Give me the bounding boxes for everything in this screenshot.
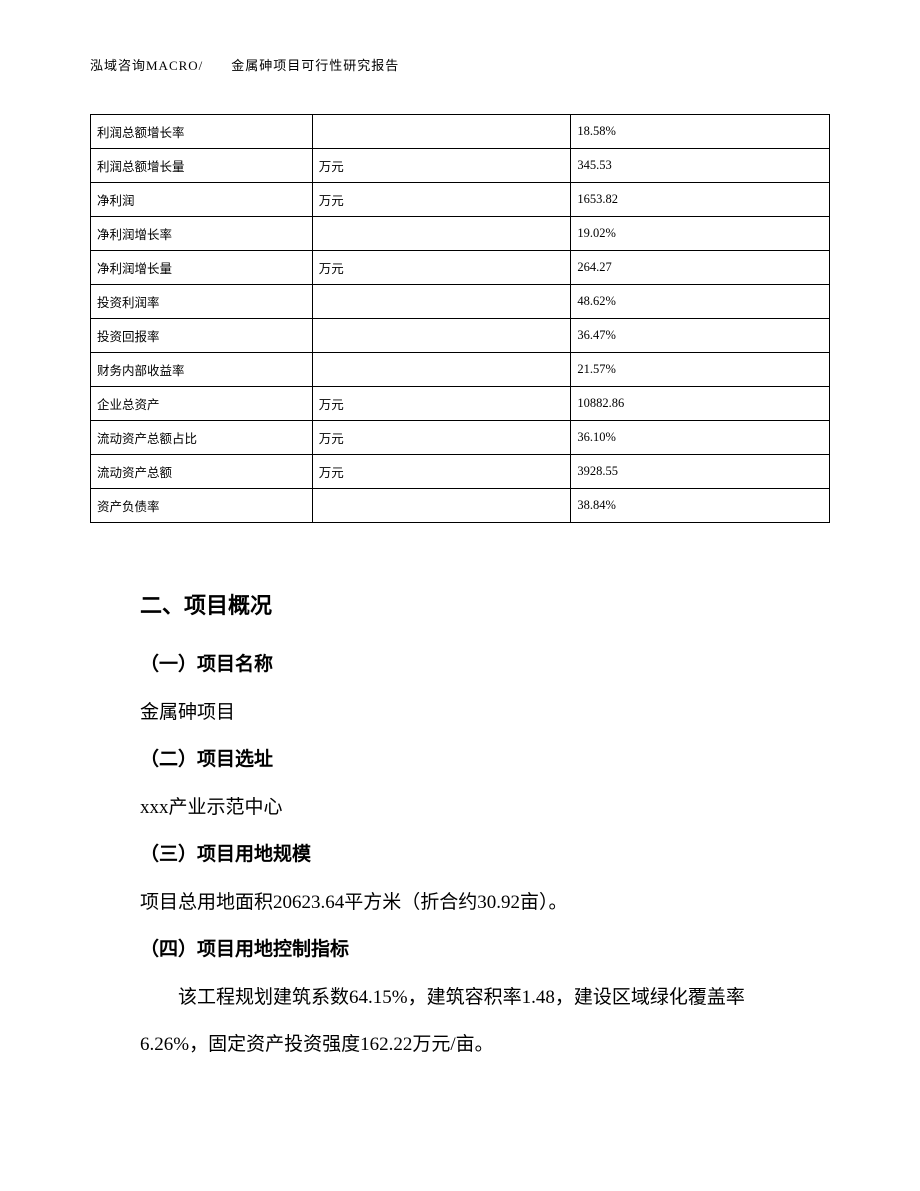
- table-row: 流动资产总额 万元 3928.55: [91, 455, 830, 489]
- row-value: 18.58%: [571, 115, 830, 149]
- row-value: 48.62%: [571, 285, 830, 319]
- row-unit: [312, 217, 571, 251]
- row-label: 财务内部收益率: [91, 353, 313, 387]
- table-row: 利润总额增长率 18.58%: [91, 115, 830, 149]
- row-unit: [312, 285, 571, 319]
- table-row: 流动资产总额占比 万元 36.10%: [91, 421, 830, 455]
- row-value: 1653.82: [571, 183, 830, 217]
- table-row: 利润总额增长量 万元 345.53: [91, 149, 830, 183]
- body-text: 二、项目概况 （一）项目名称 金属砷项目 （二）项目选址 xxx产业示范中心 （…: [90, 578, 830, 1069]
- section-1-title: （一）项目名称: [140, 641, 780, 689]
- row-value: 38.84%: [571, 489, 830, 523]
- row-value: 264.27: [571, 251, 830, 285]
- row-value: 36.10%: [571, 421, 830, 455]
- table-row: 资产负债率 38.84%: [91, 489, 830, 523]
- table-body: 利润总额增长率 18.58% 利润总额增长量 万元 345.53 净利润 万元 …: [91, 115, 830, 523]
- table-row: 净利润增长量 万元 264.27: [91, 251, 830, 285]
- row-label: 利润总额增长率: [91, 115, 313, 149]
- row-unit: [312, 319, 571, 353]
- table-row: 投资利润率 48.62%: [91, 285, 830, 319]
- section-2-text: xxx产业示范中心: [140, 784, 780, 832]
- page-header: 泓域咨询MACRO/ 金属砷项目可行性研究报告: [90, 55, 830, 74]
- row-value: 345.53: [571, 149, 830, 183]
- row-value: 3928.55: [571, 455, 830, 489]
- header-text: 泓域咨询MACRO/ 金属砷项目可行性研究报告: [90, 58, 399, 73]
- section-3-text: 项目总用地面积20623.64平方米（折合约30.92亩）。: [140, 879, 780, 927]
- row-label: 投资回报率: [91, 319, 313, 353]
- row-unit: [312, 115, 571, 149]
- row-unit: 万元: [312, 387, 571, 421]
- row-unit: [312, 489, 571, 523]
- table-row: 投资回报率 36.47%: [91, 319, 830, 353]
- row-label: 企业总资产: [91, 387, 313, 421]
- row-unit: 万元: [312, 251, 571, 285]
- section-3-title: （三）项目用地规模: [140, 831, 780, 879]
- row-label: 净利润: [91, 183, 313, 217]
- row-unit: 万元: [312, 183, 571, 217]
- row-unit: 万元: [312, 455, 571, 489]
- row-value: 36.47%: [571, 319, 830, 353]
- table-row: 净利润 万元 1653.82: [91, 183, 830, 217]
- row-label: 净利润增长量: [91, 251, 313, 285]
- section-1-text: 金属砷项目: [140, 689, 780, 737]
- row-value: 21.57%: [571, 353, 830, 387]
- row-value: 19.02%: [571, 217, 830, 251]
- table-row: 财务内部收益率 21.57%: [91, 353, 830, 387]
- section-2-title: （二）项目选址: [140, 736, 780, 784]
- row-label: 流动资产总额占比: [91, 421, 313, 455]
- row-unit: 万元: [312, 149, 571, 183]
- row-label: 流动资产总额: [91, 455, 313, 489]
- section-4-title: （四）项目用地控制指标: [140, 926, 780, 974]
- row-label: 资产负债率: [91, 489, 313, 523]
- section-4-text: 该工程规划建筑系数64.15%，建筑容积率1.48，建设区域绿化覆盖率6.26%…: [140, 974, 780, 1069]
- row-unit: 万元: [312, 421, 571, 455]
- page: 泓域咨询MACRO/ 金属砷项目可行性研究报告 利润总额增长率 18.58% 利…: [0, 0, 920, 1191]
- row-label: 净利润增长率: [91, 217, 313, 251]
- table-row: 企业总资产 万元 10882.86: [91, 387, 830, 421]
- section-main-heading: 二、项目概况: [140, 578, 780, 633]
- table-row: 净利润增长率 19.02%: [91, 217, 830, 251]
- row-label: 利润总额增长量: [91, 149, 313, 183]
- row-value: 10882.86: [571, 387, 830, 421]
- row-unit: [312, 353, 571, 387]
- financial-table: 利润总额增长率 18.58% 利润总额增长量 万元 345.53 净利润 万元 …: [90, 114, 830, 523]
- row-label: 投资利润率: [91, 285, 313, 319]
